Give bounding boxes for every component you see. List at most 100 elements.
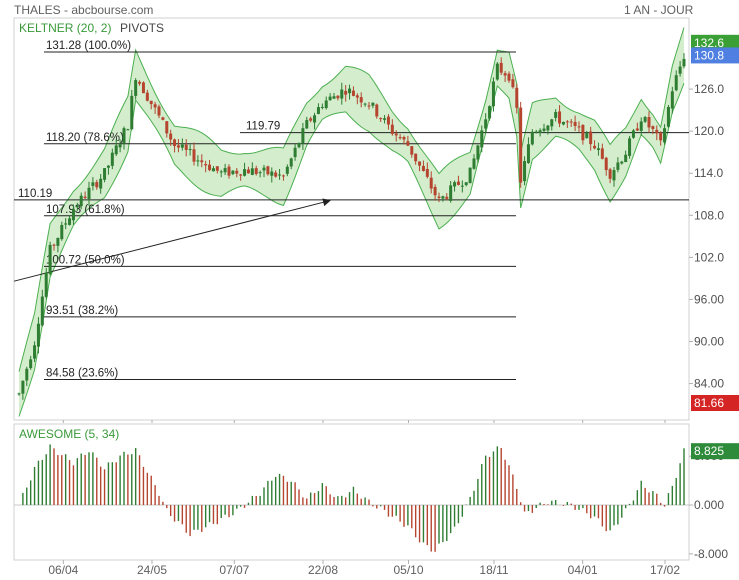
candle-body (200, 160, 204, 163)
candle-body (103, 168, 107, 180)
candle-body (663, 128, 667, 143)
x-tick-label: 24/05 (137, 563, 167, 577)
x-tick-label: 17/02 (650, 563, 680, 577)
candle-body (495, 63, 499, 80)
candle-body (530, 131, 534, 145)
candle-body (390, 124, 394, 134)
fibonacci-label: 84.58 (23.6%) (46, 367, 118, 379)
candle-body (503, 73, 507, 76)
x-tick-label: 22/08 (308, 563, 338, 577)
candle-body (511, 79, 515, 88)
candle-body (122, 128, 126, 144)
candle-body (561, 121, 565, 125)
awesome-y-tick-label: -8.000 (694, 547, 728, 561)
candle-body (60, 224, 64, 240)
candle-body (44, 272, 48, 297)
fibonacci-label: 118.20 (78.6%) (46, 132, 124, 144)
candle-body (320, 106, 324, 108)
candle-body (188, 149, 192, 151)
support-label: 110.19 (18, 188, 52, 200)
candle-body (386, 116, 390, 125)
x-tick-label: 04/01 (568, 563, 598, 577)
candle-body (542, 128, 546, 131)
candle-body (266, 166, 270, 175)
candle-body (208, 164, 212, 171)
candle-body (126, 129, 130, 131)
candle-body (274, 172, 278, 177)
candle-body (593, 145, 597, 149)
y-tick-label: 84.00 (694, 377, 724, 391)
candle-body (410, 146, 414, 155)
candle-body (180, 144, 184, 148)
pivots-indicator-label[interactable]: PIVOTS (120, 21, 165, 35)
candle-body (246, 169, 250, 174)
candle-body (262, 167, 266, 171)
candle-body (414, 153, 418, 162)
candle-body (550, 119, 554, 127)
candle-body (445, 196, 449, 199)
candle-body (659, 132, 663, 141)
candle-body (394, 133, 398, 136)
candle-body (110, 152, 114, 166)
y-tick-label: 96.00 (694, 292, 724, 306)
candle-body (429, 177, 433, 189)
candle-body (604, 157, 608, 171)
candle-body (278, 174, 282, 176)
resistance-label: 119.79 (246, 121, 280, 133)
candle-body (538, 130, 542, 134)
candle-body (340, 89, 344, 99)
candle-body (138, 81, 142, 84)
candle-body (577, 126, 581, 128)
candle-body (655, 129, 659, 134)
candle-body (114, 145, 118, 155)
candle-body (289, 158, 293, 167)
last-high-badge: 132.6 (694, 36, 724, 50)
keltner-band-fill (19, 27, 684, 417)
candle-body (40, 296, 44, 326)
candle-body (141, 82, 145, 94)
candle-body (491, 81, 495, 107)
candle-body (573, 121, 577, 126)
candle-body (456, 181, 460, 185)
candle-body (173, 139, 177, 147)
period-label[interactable]: 1 AN - JOUR (624, 3, 694, 17)
candle-body (83, 196, 87, 199)
candle-body (149, 100, 153, 105)
x-tick-label: 07/07 (219, 563, 249, 577)
last-price-badge-bg (691, 47, 739, 64)
awesome-indicator-label[interactable]: AWESOME (5, 34) (19, 427, 120, 441)
candle-body (488, 106, 492, 119)
candle-body (184, 144, 188, 150)
candle-body (453, 182, 457, 187)
candle-body (398, 137, 402, 139)
fibonacci-label: 100.72 (50.0%) (46, 254, 125, 266)
candle-body (99, 178, 103, 189)
keltner-lower-line (18, 83, 685, 417)
candle-body (161, 117, 165, 120)
candle-body (449, 185, 453, 201)
candle-body (293, 147, 297, 158)
candle-body (33, 345, 37, 359)
candle-body (211, 168, 215, 172)
keltner-indicator-label[interactable]: KELTNER (20, 2) (19, 21, 112, 35)
candle-body (332, 96, 336, 99)
last-price-badge: 130.8 (694, 48, 724, 62)
x-tick-label: 18/11 (479, 563, 508, 577)
candle-body (620, 161, 624, 164)
candle-body (363, 103, 367, 105)
candle-body (79, 195, 83, 207)
candle-body (678, 66, 682, 74)
candle-body (118, 144, 122, 148)
candle-body (21, 380, 25, 394)
candle-body (17, 393, 21, 395)
candle-body (624, 154, 628, 163)
candle-body (328, 96, 332, 101)
candle-body (484, 119, 488, 129)
candle-body (324, 100, 328, 109)
candle-body (64, 223, 68, 225)
candle-body (56, 237, 60, 246)
candle-body (235, 170, 239, 174)
candle-body (91, 182, 95, 186)
